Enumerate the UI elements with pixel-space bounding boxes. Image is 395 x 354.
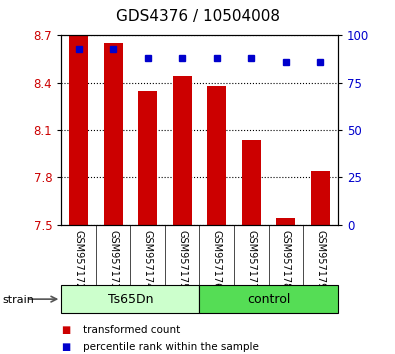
Text: strain: strain <box>2 295 34 305</box>
Bar <box>173 76 192 225</box>
Bar <box>276 218 295 225</box>
Text: GSM957173: GSM957173 <box>108 230 118 289</box>
Text: GSM957176: GSM957176 <box>212 230 222 289</box>
Text: GSM957178: GSM957178 <box>281 230 291 289</box>
Text: percentile rank within the sample: percentile rank within the sample <box>83 342 259 352</box>
Text: transformed count: transformed count <box>83 325 180 335</box>
Text: GSM957174: GSM957174 <box>143 230 152 289</box>
Text: Ts65Dn: Ts65Dn <box>107 293 153 306</box>
Bar <box>242 139 261 225</box>
Text: GSM957179: GSM957179 <box>316 230 325 289</box>
Text: ■: ■ <box>61 325 70 335</box>
Text: GDS4376 / 10504008: GDS4376 / 10504008 <box>115 9 280 24</box>
FancyBboxPatch shape <box>61 285 199 313</box>
FancyBboxPatch shape <box>199 285 338 313</box>
Bar <box>103 43 122 225</box>
Text: GSM957175: GSM957175 <box>177 230 187 289</box>
Text: control: control <box>247 293 290 306</box>
Text: GSM957172: GSM957172 <box>73 230 83 289</box>
Bar <box>207 86 226 225</box>
Bar <box>311 171 330 225</box>
Bar <box>69 35 88 225</box>
Text: GSM957177: GSM957177 <box>246 230 256 289</box>
Bar <box>138 91 157 225</box>
Text: ■: ■ <box>61 342 70 352</box>
